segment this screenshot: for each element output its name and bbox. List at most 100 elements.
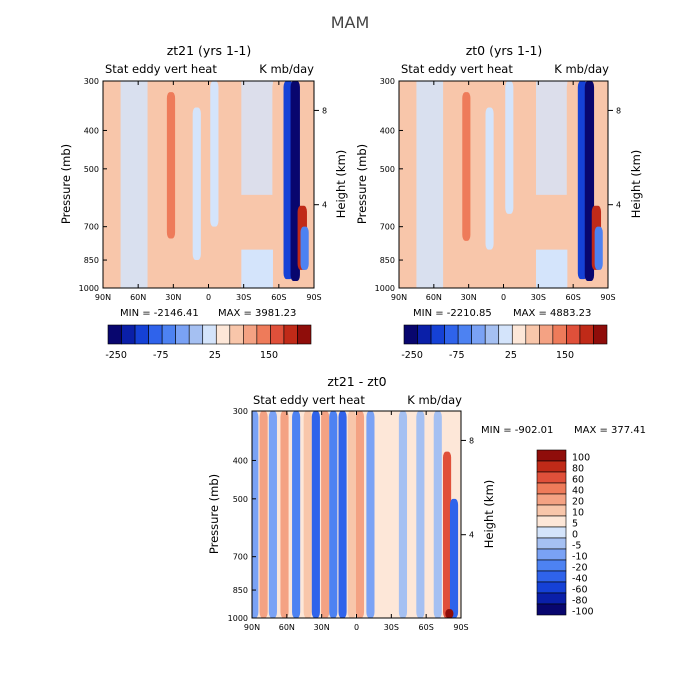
colorbar-box <box>270 324 285 345</box>
y-tick-label: 850 <box>233 586 248 595</box>
contour-feature <box>485 107 494 250</box>
contour-feature <box>280 411 289 618</box>
x-tick-label: 30S <box>384 623 399 632</box>
contour-field <box>103 81 314 288</box>
contour-feature <box>381 411 390 618</box>
colorbar-box <box>457 324 472 345</box>
height-tick-label: 4 <box>469 531 474 540</box>
colorbar-box <box>525 324 540 345</box>
y-tick-label: 300 <box>84 77 99 86</box>
colorbar-label: 10 <box>572 508 584 519</box>
colorbar-box <box>536 482 567 495</box>
contour-feature <box>594 226 603 270</box>
colorbar-box <box>229 324 244 345</box>
colorbar-box <box>536 581 567 594</box>
panel-title: zt21 (yrs 1-1) <box>167 43 252 58</box>
height-axis: 84 <box>461 436 474 540</box>
contour-feature <box>329 411 338 618</box>
colorbar-box <box>536 548 567 561</box>
x-tick-label: 30N <box>165 293 181 302</box>
colorbar-box <box>579 324 594 345</box>
colorbar-label: 80 <box>572 464 584 475</box>
colorbar-label: 150 <box>260 350 278 361</box>
colorbar-label: -75 <box>153 350 169 361</box>
min-label: MIN = -2210.85 <box>413 308 492 319</box>
colorbar-label: -20 <box>572 563 588 574</box>
colorbar-box <box>536 603 567 616</box>
contour-feature <box>321 411 330 618</box>
contour-field <box>252 411 461 618</box>
contour-feature <box>443 451 452 618</box>
y-tick-label: 1000 <box>375 284 395 293</box>
panel-title: zt21 - zt0 <box>327 374 386 389</box>
colorbar-box <box>536 504 567 517</box>
y-tick-label: 700 <box>84 223 99 232</box>
x-tick-label: 60S <box>419 623 434 632</box>
contour-feature <box>347 411 356 618</box>
height-tick-label: 8 <box>322 106 327 115</box>
colorbar-box <box>536 570 567 583</box>
min-label: MIN = -2146.41 <box>120 308 199 319</box>
band-southern-upper <box>536 81 568 195</box>
colorbar-box <box>161 324 176 345</box>
contour-feature <box>416 411 425 618</box>
contour-feature <box>290 81 300 281</box>
colorbar-box <box>148 324 163 345</box>
colorbar-label: 25 <box>505 350 517 361</box>
height-axis: 84 <box>314 106 327 210</box>
colorbar-label: -40 <box>572 574 588 585</box>
colorbar-label: -80 <box>572 596 588 607</box>
contour-feature <box>449 498 459 618</box>
contour-feature <box>292 411 301 618</box>
contour-feature <box>366 411 375 618</box>
x-tick-label: 0 <box>354 623 359 632</box>
colorbar-box <box>417 324 432 345</box>
x-tick-label: 60N <box>130 293 146 302</box>
x-tick-label: 90S <box>453 623 468 632</box>
colorbar-box <box>536 537 567 550</box>
band-southern-lower <box>536 249 568 288</box>
x-tick-label: 60S <box>566 293 581 302</box>
colorbar-label: -100 <box>572 607 594 618</box>
colorbar-label: 25 <box>209 350 221 361</box>
colorbar-box <box>471 324 486 345</box>
panel-difference: zt21 - zt0 Stat eddy vert heat K mb/day … <box>207 374 646 632</box>
contour-feature <box>505 81 514 214</box>
panel-title: zt0 (yrs 1-1) <box>466 43 543 58</box>
y-tick-label: 400 <box>84 126 99 135</box>
height-tick-label: 4 <box>322 201 327 210</box>
colorbar-box <box>536 460 567 473</box>
y-tick-label: 500 <box>380 165 395 174</box>
min-label: MIN = -902.01 <box>481 425 553 436</box>
contour-field <box>399 81 608 288</box>
x-tick-label: 90N <box>95 293 111 302</box>
contour-feature <box>398 411 408 618</box>
colorbar-box <box>536 592 567 605</box>
y-tick-label: 1000 <box>79 284 99 293</box>
y-tick-label: 500 <box>84 165 99 174</box>
x-tick-label: 90S <box>306 293 321 302</box>
band-arctic <box>416 81 444 288</box>
colorbar-box <box>283 324 298 345</box>
contour-feature <box>180 185 190 270</box>
panel-zt0: zt0 (yrs 1-1) Stat eddy vert heat K mb/d… <box>355 43 643 361</box>
colorbar-label: 5 <box>572 519 578 530</box>
y-tick-label: 400 <box>380 126 395 135</box>
colorbar-box <box>566 324 581 345</box>
height-axis-label: Height (km) <box>482 480 496 549</box>
panel-subtitle-left: Stat eddy vert heat <box>253 393 365 407</box>
panel-subtitle-right: K mb/day <box>554 62 609 76</box>
colorbar-box <box>536 515 567 528</box>
contour-feature <box>462 92 471 241</box>
colorbar-box <box>444 324 459 345</box>
colorbar-box <box>175 324 190 345</box>
colorbar-label: -5 <box>572 541 581 552</box>
panel-subtitle-right: K mb/day <box>407 393 462 407</box>
colorbar-box <box>484 324 500 345</box>
y-tick-label: 700 <box>380 223 395 232</box>
x-tick-label: 60N <box>279 623 295 632</box>
colorbar-label: 150 <box>556 350 574 361</box>
colorbar-box <box>511 324 527 345</box>
band-southern-lower <box>241 249 273 288</box>
colorbar-box <box>202 324 217 345</box>
